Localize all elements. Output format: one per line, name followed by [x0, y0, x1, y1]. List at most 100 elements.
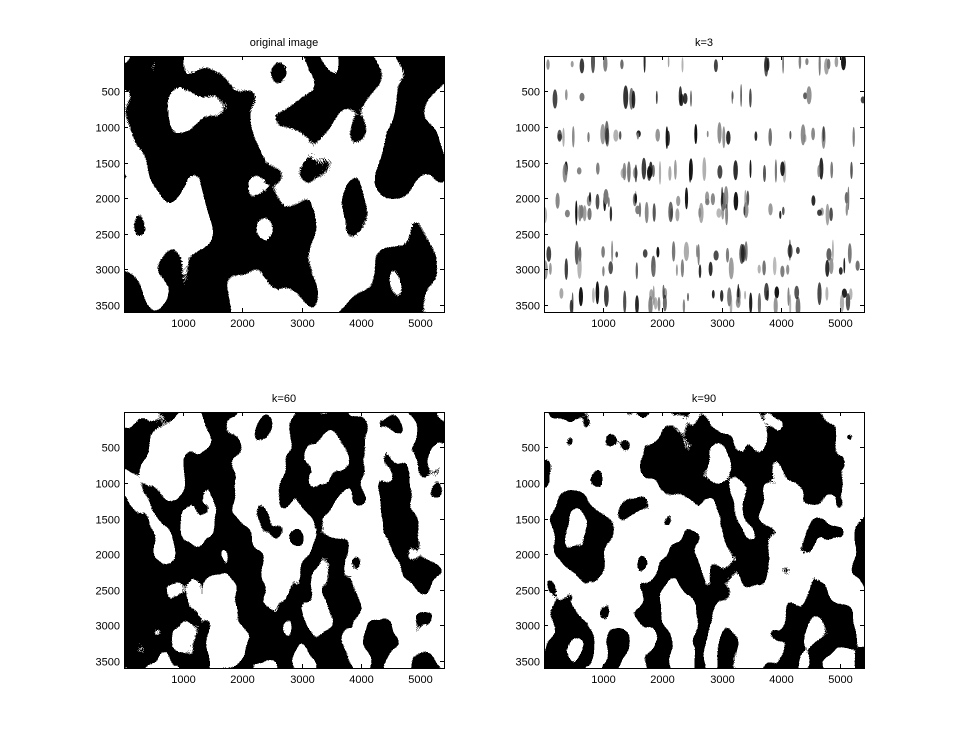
texture-blob [678, 86, 683, 106]
image-texture [124, 56, 444, 312]
texture-blob [818, 56, 821, 76]
texture-blob [657, 296, 661, 312]
texture-blob [648, 295, 653, 312]
panel-title-3: k=90 [692, 393, 716, 405]
texture-blob [772, 256, 777, 276]
texture-blob [731, 90, 734, 104]
y-tick-label: 3500 [96, 657, 120, 669]
texture-blob [826, 248, 832, 261]
y-tick-label: 500 [102, 87, 120, 99]
texture-blob [711, 289, 715, 299]
y-tick-label: 2500 [516, 586, 540, 598]
texture-blob [604, 285, 609, 307]
texture-blob [694, 124, 698, 144]
texture-blob [817, 165, 821, 178]
y-tick-label: 500 [522, 87, 540, 99]
x-tick-label: 3000 [290, 318, 314, 330]
texture-blob [749, 292, 753, 312]
texture-blob [592, 287, 595, 303]
texture-blob [767, 57, 770, 71]
texture-blob [603, 189, 609, 205]
texture-blob [662, 294, 667, 312]
texture-blob [834, 56, 839, 68]
texture-blob [740, 84, 742, 107]
image-area-1 [544, 56, 864, 312]
texture-blob [676, 195, 681, 207]
texture-blob [721, 203, 725, 220]
texture-blob [619, 131, 622, 140]
axes-frame-3 [544, 412, 865, 669]
y-tick-label: 1000 [516, 123, 540, 135]
texture-blob [725, 247, 730, 263]
texture-blob [746, 190, 750, 206]
texture-blob [697, 244, 700, 266]
texture-blob [634, 193, 637, 204]
texture-blob [829, 257, 834, 275]
texture-blob [749, 159, 752, 179]
texture-blob [671, 241, 676, 262]
texture-blob [829, 207, 833, 222]
y-tick-label: 1000 [96, 479, 120, 491]
texture-blob [852, 126, 855, 148]
texture-blob [559, 288, 564, 299]
y-tick-label: 2000 [96, 194, 120, 206]
texture-blob [613, 129, 619, 142]
texture-blob [722, 126, 726, 149]
texture-blob [729, 294, 733, 312]
texture-blob [623, 290, 627, 312]
texture-blob [611, 240, 614, 263]
texture-blob [653, 297, 658, 310]
x-tick-label: 2000 [650, 674, 674, 686]
texture-blob [587, 132, 590, 143]
texture-blob [717, 122, 722, 144]
texture-blob [683, 241, 690, 262]
texture-blob [564, 209, 570, 218]
texture-blob [811, 195, 816, 206]
x-tick-label: 1000 [171, 674, 195, 686]
x-tick-label: 1000 [591, 674, 615, 686]
y-tick-label: 1000 [516, 479, 540, 491]
texture-blob [817, 282, 822, 306]
texture-blob [675, 208, 680, 222]
x-tick-label: 3000 [710, 674, 734, 686]
texture-blob [629, 87, 634, 110]
texture-blob [615, 251, 618, 258]
y-tick-label: 1500 [96, 515, 120, 527]
y-tick-label: 3500 [516, 301, 540, 313]
image-area-0 [124, 56, 444, 312]
texture-blob [688, 160, 692, 183]
panel-title-2: k=60 [272, 393, 296, 405]
texture-blob [744, 290, 747, 300]
image-background [544, 56, 864, 312]
texture-blob [706, 130, 709, 138]
texture-blob [571, 292, 574, 312]
texture-blob [665, 126, 669, 149]
texture-blob [768, 128, 772, 147]
texture-blob [819, 157, 824, 180]
texture-blob [803, 92, 808, 100]
texture-blob [570, 60, 574, 68]
y-tick-label: 3000 [516, 621, 540, 633]
texture-blob [805, 58, 809, 66]
texture-blob [822, 126, 825, 142]
texture-blob [635, 262, 638, 280]
texture-blob [830, 161, 834, 179]
texture-blob [733, 191, 739, 211]
y-tick-label: 500 [102, 443, 120, 455]
texture-blob [555, 192, 560, 209]
texture-blob [825, 259, 830, 277]
texture-blob [546, 59, 550, 70]
image-area-3 [544, 412, 864, 668]
panel-2: k=60 1000 2000 3000 4000 5000 500 1000 1500 2000 2… [96, 393, 445, 686]
x-tick-label: 1000 [591, 318, 615, 330]
texture-blob [855, 260, 860, 271]
texture-blob [774, 159, 778, 183]
y-tick-label: 3000 [516, 265, 540, 277]
texture-blob [635, 295, 639, 312]
texture-blob [705, 198, 710, 206]
texture-blob [774, 286, 780, 299]
texture-blob [847, 186, 850, 211]
texture-blob [652, 264, 656, 277]
texture-blob [557, 129, 562, 142]
texture-blob [787, 287, 790, 307]
